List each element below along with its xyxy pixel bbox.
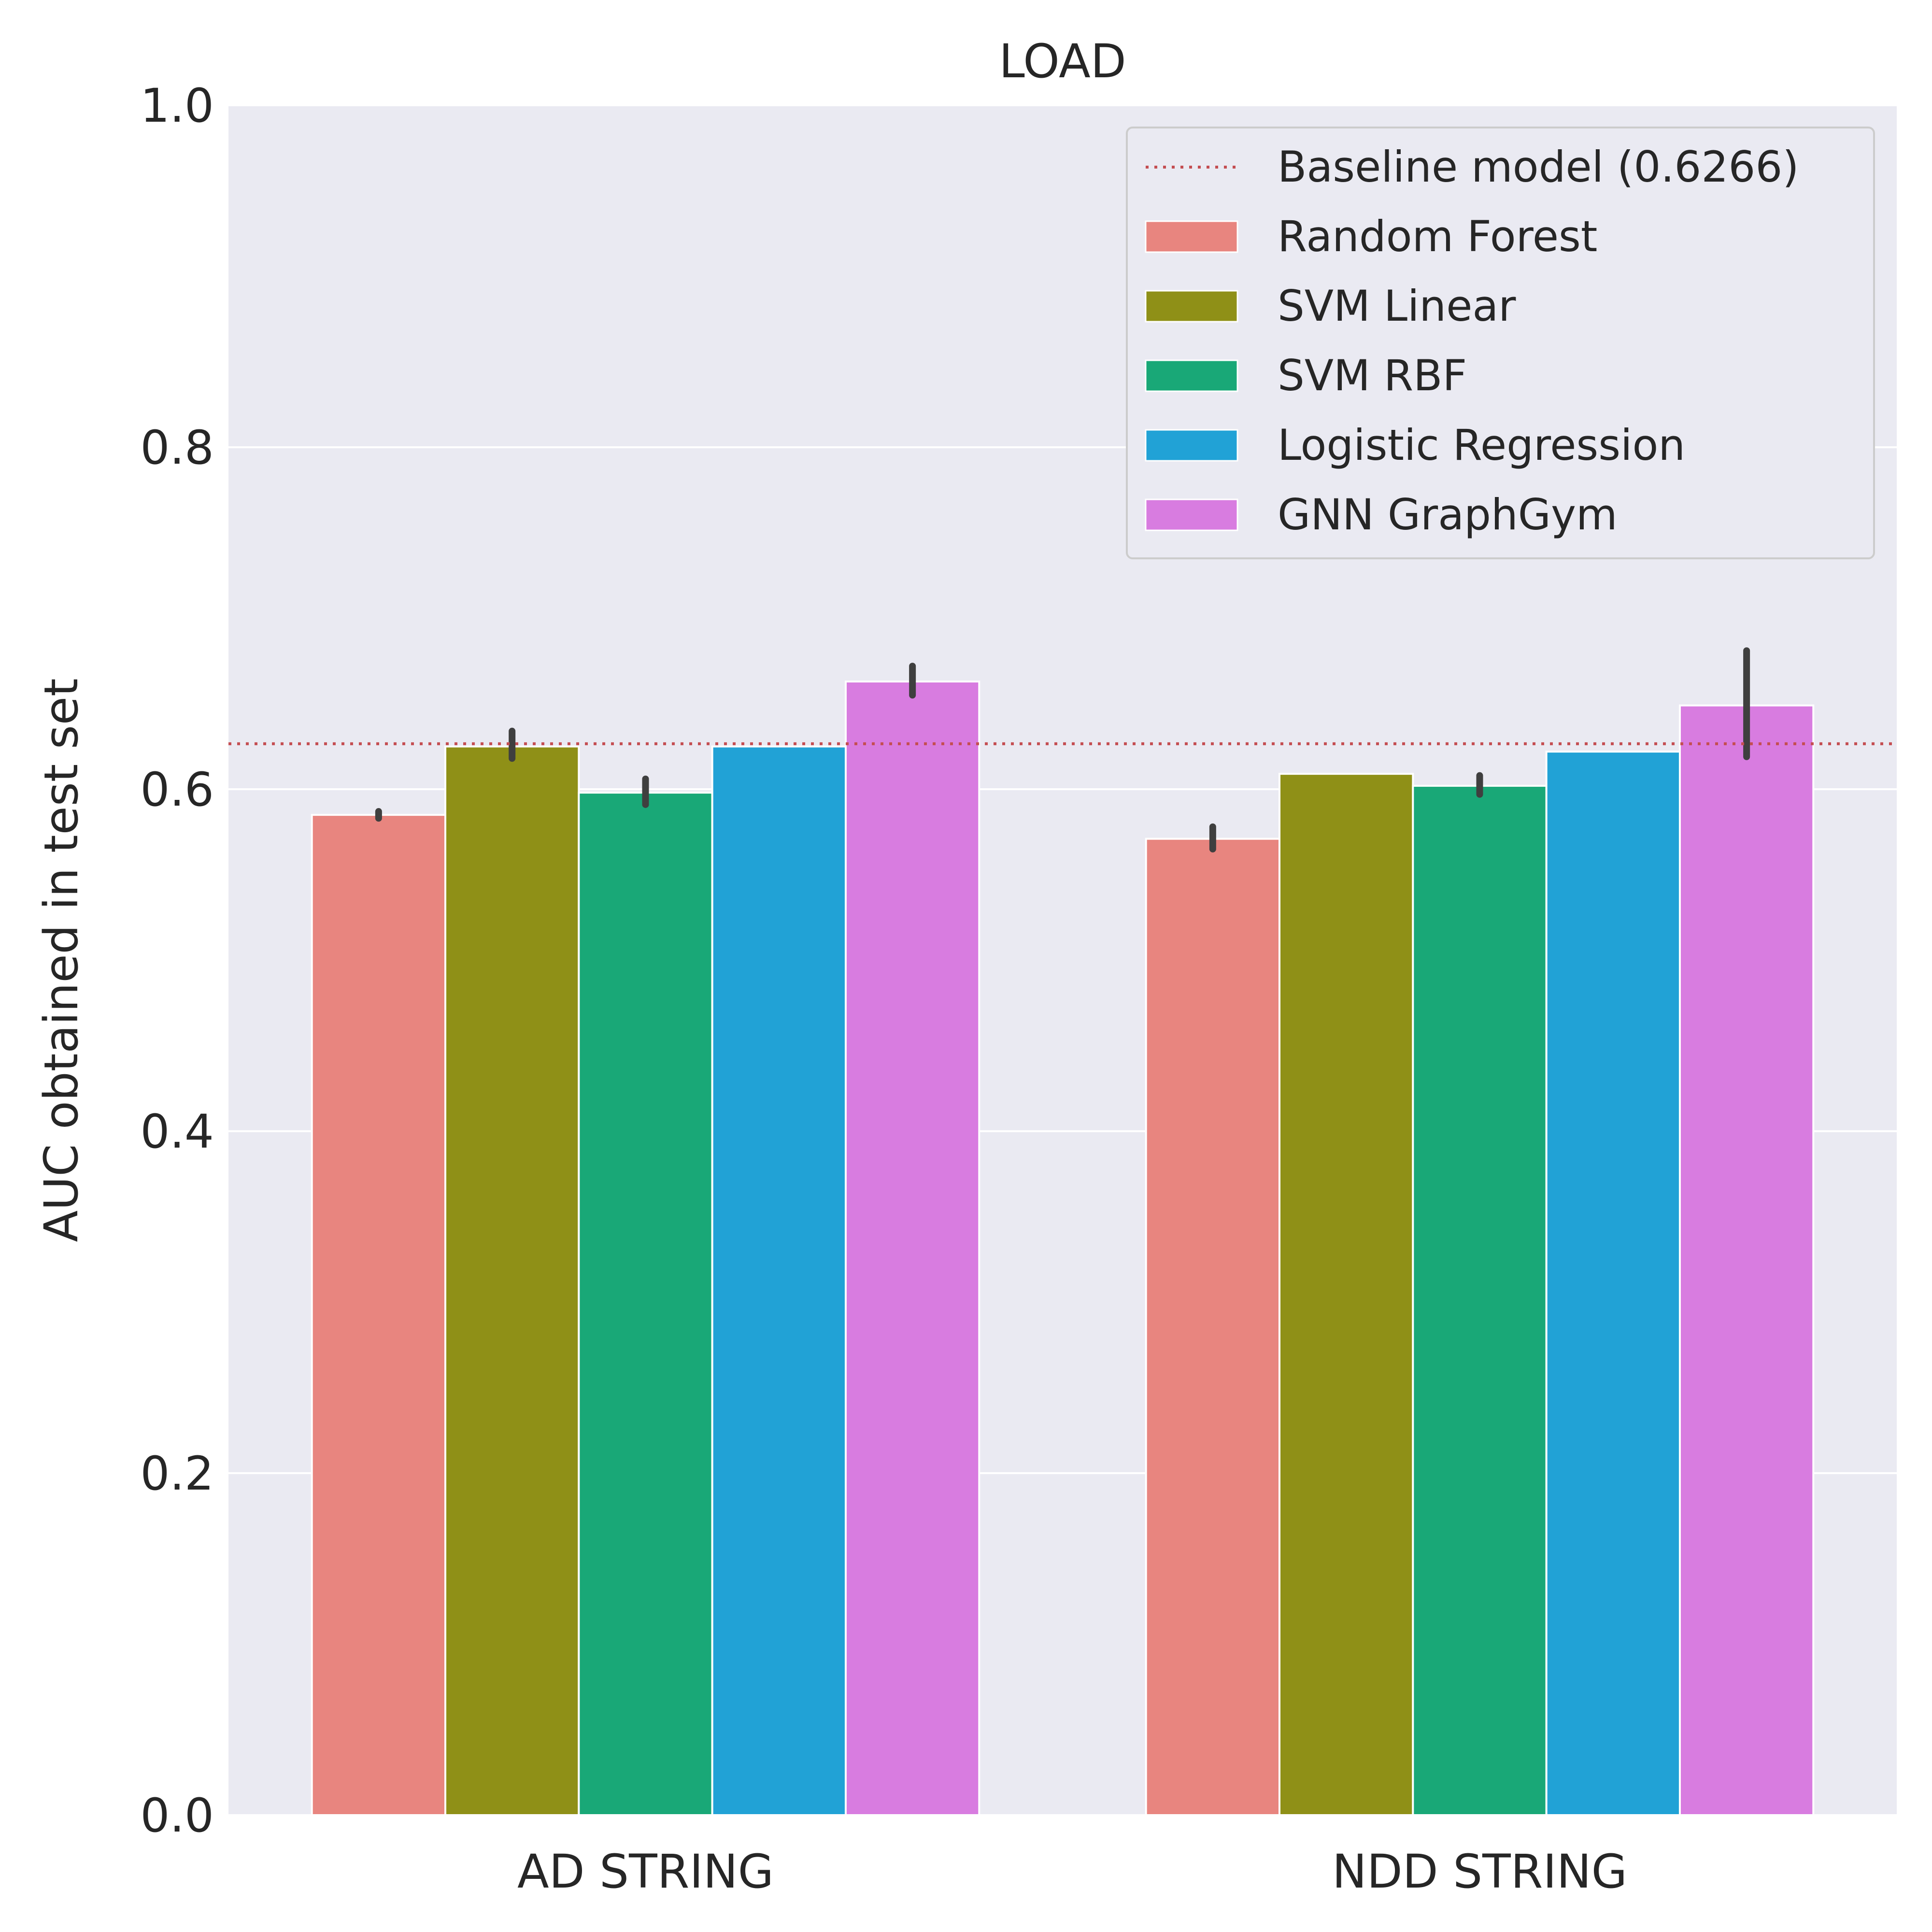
y-tick-label: 0.0 (140, 1789, 214, 1843)
y-axis-ticks: 0.0 0.2 0.4 0.6 0.8 1.0 (140, 79, 214, 1843)
legend-label: GNN GraphGym (1278, 490, 1618, 540)
legend-swatch (1145, 429, 1238, 462)
bars-group (311, 680, 1815, 1817)
bar (311, 814, 447, 1816)
legend-swatch (1145, 220, 1238, 253)
legend-label: SVM Linear (1278, 281, 1516, 331)
x-axis-ticks: AD STRING NDD STRING (517, 1845, 1627, 1899)
y-tick-label: 0.2 (140, 1447, 214, 1501)
bar (1545, 751, 1681, 1816)
y-tick-label: 0.8 (140, 421, 214, 475)
legend-label: Random Forest (1278, 212, 1597, 261)
y-tick-label: 0.6 (140, 763, 214, 817)
error-bars-group (375, 647, 1750, 852)
legend-swatch (1145, 498, 1238, 531)
bar (1678, 704, 1815, 1816)
legend-label: Logistic Regression (1278, 420, 1685, 470)
legend-swatch (1145, 359, 1238, 392)
bar (711, 745, 847, 1816)
x-tick-label: NDD STRING (1332, 1845, 1627, 1899)
legend-label: SVM RBF (1278, 351, 1467, 400)
bar (578, 792, 713, 1816)
y-tick-label: 1.0 (140, 79, 214, 133)
x-tick-label: AD STRING (517, 1845, 774, 1899)
bar (844, 680, 980, 1816)
y-axis-label: AUC obtained in test set (34, 678, 88, 1242)
legend-box (1126, 127, 1875, 559)
y-tick-label: 0.4 (140, 1105, 214, 1159)
legend-label-baseline: Baseline model (0.6266) (1278, 142, 1799, 192)
legend: Baseline model (0.6266) Random Forest SVM … (1126, 127, 1875, 559)
chart-title: LOAD (999, 34, 1126, 88)
bar (1412, 784, 1548, 1817)
bar (444, 745, 580, 1816)
bar (1145, 838, 1281, 1816)
bar (1279, 773, 1414, 1817)
legend-swatch (1145, 290, 1238, 323)
